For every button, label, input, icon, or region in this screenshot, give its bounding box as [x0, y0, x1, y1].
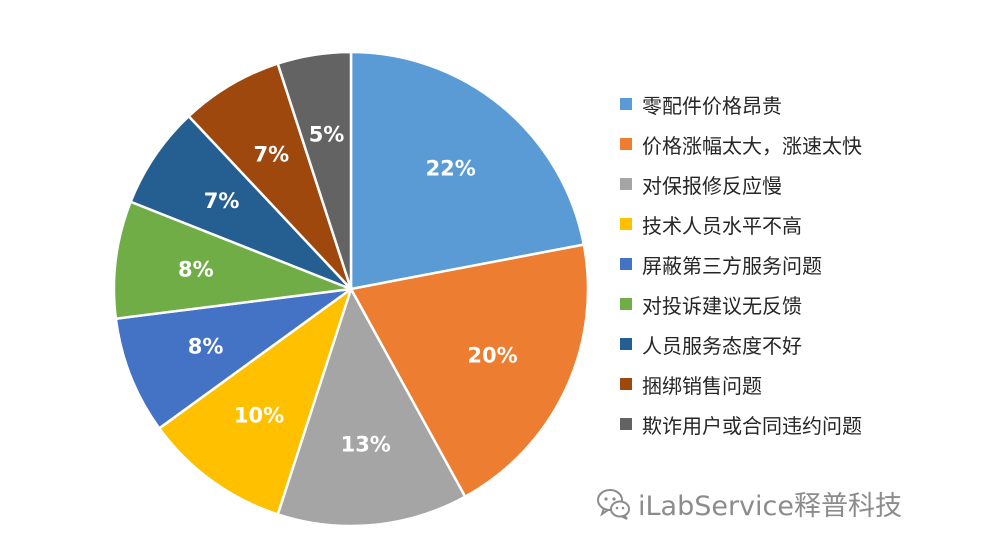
legend-label: 人员服务态度不好 — [642, 333, 802, 358]
pie-slice-6 — [112, 200, 353, 320]
pie-slice-3 — [276, 287, 467, 528]
pie-slice-4 — [158, 287, 353, 516]
watermark: iLabService释普科技 — [596, 484, 902, 523]
legend-item-7: 人员服务态度不好 — [620, 324, 960, 364]
watermark-text: iLabService释普科技 — [638, 491, 903, 522]
legend: 零配件价格昂贵价格涨幅太大，涨速太快 对保报修反应慢 技术人员水平不高 屏蔽第三方服务… — [620, 84, 960, 444]
legend-label: 屏蔽第三方服务问题 — [642, 253, 822, 278]
legend-label: 零配件价格昂贵 — [642, 93, 782, 118]
pie-slice-8 — [187, 62, 353, 291]
legend-item-5: 屏蔽第三方服务问题 — [620, 244, 960, 284]
pie-slice-label-1: 22% — [426, 156, 476, 180]
legend-label: 捆绑销售问题 — [642, 373, 762, 398]
pie-slice-label-8: 7% — [254, 142, 290, 166]
legend-swatch — [620, 338, 632, 350]
pie-slice-label-5: 8% — [188, 335, 224, 359]
pie-slice-label-9: 5% — [309, 123, 345, 147]
pie-slices — [112, 50, 590, 528]
legend-label: 对投诉建议无反馈 — [642, 293, 802, 318]
pie-slice-label-3: 13% — [341, 433, 391, 457]
pie-labels: 22% 20% 13% 10% 8% 8% 7% 7% 5% — [178, 123, 518, 457]
legend-swatch — [620, 418, 632, 430]
legend-item-1: 零配件价格昂贵 — [620, 84, 960, 124]
pie-slice-7 — [129, 114, 353, 291]
legend-item-3: 对保报修反应慢 — [620, 164, 960, 204]
legend-label: 技术人员水平不高 — [642, 213, 802, 238]
pie-slice-1 — [349, 50, 586, 291]
legend-swatch — [620, 298, 632, 310]
pie-slice-label-4: 10% — [234, 404, 284, 428]
legend-label: 价格涨幅太大，涨速太快 — [642, 133, 862, 158]
pie-slice-2 — [349, 243, 590, 498]
legend-item-2: 价格涨幅太大，涨速太快 — [620, 124, 960, 164]
legend-swatch — [620, 218, 632, 230]
pie-slice-5 — [114, 287, 353, 430]
legend-label: 欺诈用户或合同违约问题 — [642, 413, 862, 438]
pie-slice-label-6: 8% — [178, 257, 214, 281]
pie-slice-9 — [276, 50, 353, 291]
legend-swatch — [620, 98, 632, 110]
legend-label: 对保报修反应慢 — [642, 173, 782, 198]
legend-item-4: 技术人员水平不高 — [620, 204, 960, 244]
legend-swatch — [620, 138, 632, 150]
legend-swatch — [620, 378, 632, 390]
legend-swatch — [620, 178, 632, 190]
legend-item-8: 捆绑销售问题 — [620, 364, 960, 404]
legend-swatch — [620, 258, 632, 270]
wechat-icon — [597, 488, 630, 520]
legend-item-9: 欺诈用户或合同违约问题 — [620, 404, 960, 444]
pie-slice-label-2: 20% — [467, 344, 517, 368]
legend-item-6: 对投诉建议无反馈 — [620, 284, 960, 324]
pie-slice-label-7: 7% — [204, 189, 240, 213]
